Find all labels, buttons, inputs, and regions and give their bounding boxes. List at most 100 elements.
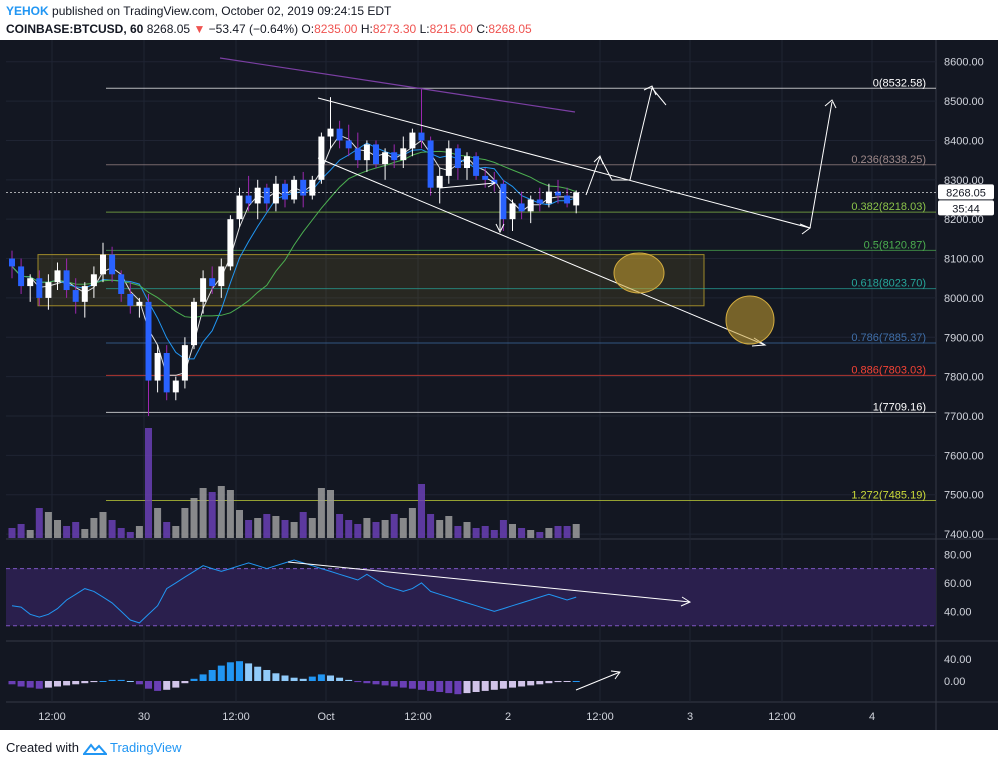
macd-histogram-bar xyxy=(199,674,207,681)
volume-bar xyxy=(8,528,16,538)
macd-histogram-bar xyxy=(490,681,498,690)
volume-bar xyxy=(145,428,152,538)
volume-bar xyxy=(499,520,507,538)
macd-axis-label: 40.00 xyxy=(944,654,972,666)
tradingview-logo-icon[interactable] xyxy=(81,740,110,755)
time-axis-label: 12:00 xyxy=(768,711,796,723)
candle-body xyxy=(45,282,52,298)
volume-bar xyxy=(17,524,25,538)
high-value: 8273.30 xyxy=(372,22,417,36)
candle-body xyxy=(382,152,389,165)
candle-body xyxy=(555,191,561,196)
volume-bar xyxy=(217,486,225,538)
volume-bar xyxy=(545,528,553,538)
volume-bar xyxy=(190,498,198,538)
target-circle xyxy=(613,252,665,294)
macd-axis-label: 0.00 xyxy=(944,676,965,688)
candle-body xyxy=(172,380,179,393)
price-axis-label: 7900.00 xyxy=(944,332,984,344)
volume-bar xyxy=(35,508,43,538)
candle-body xyxy=(509,203,516,220)
candle-body xyxy=(63,270,70,291)
macd-histogram-bar xyxy=(108,679,116,681)
close-label: C: xyxy=(476,22,489,36)
price-axis-label: 8100.00 xyxy=(944,254,984,266)
macd-histogram-bar xyxy=(145,681,152,689)
candle-body xyxy=(18,266,25,287)
time-axis-label: 3 xyxy=(687,711,693,723)
tradingview-brand[interactable]: TradingView xyxy=(110,740,182,755)
macd-histogram-bar xyxy=(317,674,325,681)
volume-bar xyxy=(236,510,243,538)
candle-body xyxy=(200,278,207,302)
arrow-head xyxy=(593,155,604,165)
candle-body xyxy=(81,286,88,302)
volume-bar xyxy=(554,526,562,538)
volume-bar xyxy=(135,526,143,538)
candle-body xyxy=(100,254,106,275)
volume-bar xyxy=(345,520,353,538)
macd-histogram-bar xyxy=(54,681,61,687)
high-label: H: xyxy=(360,22,373,36)
macd-histogram-bar xyxy=(463,681,471,694)
macd-histogram-bar xyxy=(272,673,280,681)
macd-histogram-bar xyxy=(390,681,398,687)
price-axis-label: 7800.00 xyxy=(944,372,984,384)
rsi-band xyxy=(6,568,936,626)
volume-bar xyxy=(408,508,416,538)
last-price-tag xyxy=(938,184,994,200)
candle-body xyxy=(154,353,161,381)
macd-histogram-bar xyxy=(245,663,253,681)
author-name[interactable]: YEHOK xyxy=(6,4,49,18)
symbol-label: COINBASE:BTCUSD, 60 xyxy=(6,22,144,36)
volume-bar xyxy=(536,532,544,538)
macd-histogram-bar xyxy=(481,681,489,691)
macd-histogram-bar xyxy=(472,681,480,692)
volume-bar xyxy=(90,518,98,538)
publish-info: YEHOK published on TradingView.com, Octo… xyxy=(6,4,391,18)
candle-body xyxy=(500,183,507,220)
candle-body xyxy=(391,152,398,161)
arrow-head xyxy=(824,99,837,109)
volume-bar xyxy=(518,528,526,538)
volume-bar xyxy=(454,526,462,538)
arrow-head xyxy=(487,178,497,188)
candle-body xyxy=(272,183,279,204)
macd-histogram-bar xyxy=(236,661,243,681)
candle-body xyxy=(454,148,461,169)
candle-body xyxy=(109,254,116,275)
macd-histogram-bar xyxy=(135,681,143,685)
price-axis-label: 8500.00 xyxy=(944,96,984,108)
volume-bar xyxy=(363,518,371,538)
macd-histogram-bar xyxy=(226,662,234,681)
open-value: 8235.00 xyxy=(314,22,358,36)
macd-histogram-bar xyxy=(44,681,52,688)
volume-bar xyxy=(208,492,216,538)
candle-body xyxy=(327,128,334,137)
volume-bar xyxy=(509,524,516,538)
symbol-info: COINBASE:BTCUSD, 60 8268.05 ▼ −53.47 (−0… xyxy=(6,22,532,36)
macd-histogram-bar xyxy=(217,665,225,681)
volume-bar xyxy=(99,512,107,538)
macd-histogram-bar xyxy=(263,670,271,681)
macd-histogram-bar xyxy=(181,681,189,684)
macd-histogram-bar xyxy=(381,681,389,686)
moving-average-line xyxy=(11,150,577,319)
macd-histogram-bar xyxy=(563,681,571,682)
candle-body xyxy=(227,219,234,267)
candle-body xyxy=(436,175,443,188)
price-chart[interactable]: 8600.00 8500.00 8400.00 8300.00 8200.00 8100.… xyxy=(0,40,998,732)
volume-bar xyxy=(336,514,344,538)
candle-body xyxy=(409,132,416,149)
time-axis-label: 30 xyxy=(138,711,150,723)
candle-body xyxy=(72,290,79,302)
time-axis-label: 12:00 xyxy=(38,711,66,723)
volume-bar xyxy=(299,512,307,538)
candle-body xyxy=(354,148,361,161)
countdown-tag xyxy=(938,200,994,216)
price-axis-label: 7500.00 xyxy=(944,490,984,502)
volume-bar xyxy=(172,526,180,538)
fib-level-label: 0.382(8218.03) xyxy=(851,201,926,213)
price-axis-label: 8000.00 xyxy=(944,293,984,305)
volume-bar xyxy=(272,516,280,538)
